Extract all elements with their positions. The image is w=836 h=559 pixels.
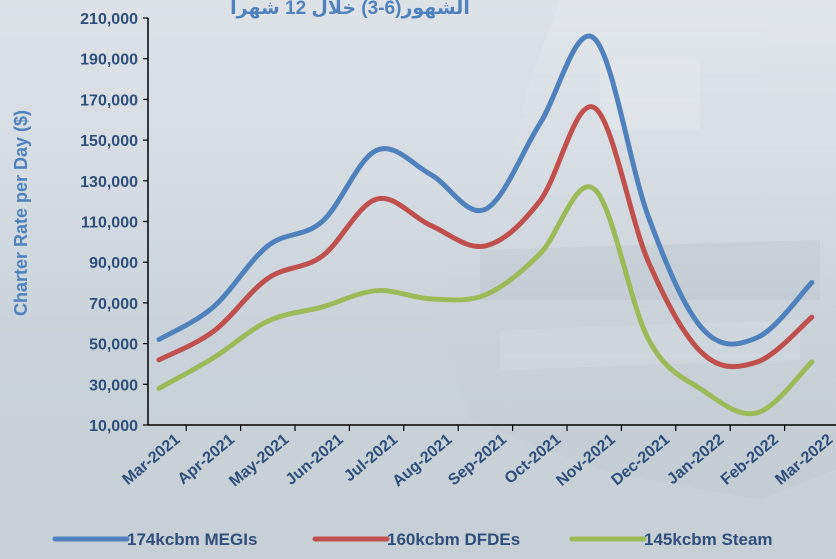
legend-label: 145kcbm Steam xyxy=(644,530,773,549)
y-tick-label: 90,000 xyxy=(89,255,138,272)
y-tick-label: 70,000 xyxy=(89,296,138,313)
x-tick-label: Jun-2021 xyxy=(283,431,347,489)
y-tick-label: 130,000 xyxy=(80,174,138,191)
legend-label: 160kcbm DFDEs xyxy=(387,530,520,549)
y-tick-label: 210,000 xyxy=(80,11,138,28)
series-line-3 xyxy=(156,184,815,417)
y-tick-label: 110,000 xyxy=(81,215,138,232)
y-axis-ticks: 10,000 30,000 50,000 70,000 90,000 110,000 130… xyxy=(80,11,138,435)
y-axis-label: Charter Rate per Day ($) xyxy=(11,110,31,316)
y-tick-label: 170,000 xyxy=(80,92,138,109)
chart-title: الشهور(6-3) خلال 12 شهرا xyxy=(230,0,470,19)
legend: 174kcbm MEGIs 160kcbm DFDEs 145kcbm Steam xyxy=(52,530,773,549)
y-tick-label: 10,000 xyxy=(89,418,138,435)
x-tick-label: Aug-2021 xyxy=(389,431,455,490)
axes xyxy=(143,17,836,431)
x-tick-label: May-2021 xyxy=(226,431,292,490)
x-tick-label: Sep-2021 xyxy=(445,431,510,489)
y-tick-label: 190,000 xyxy=(80,52,138,69)
series-line-1 xyxy=(156,33,815,347)
legend-label: 174kcbm MEGIs xyxy=(127,530,257,549)
y-tick-label: 150,000 xyxy=(80,133,138,150)
y-tick-label: 30,000 xyxy=(89,377,138,394)
series-line-2 xyxy=(156,104,815,370)
y-tick-label: 50,000 xyxy=(89,337,138,354)
series-lines xyxy=(156,33,815,417)
x-tick-label: Mar-2021 xyxy=(119,431,183,489)
